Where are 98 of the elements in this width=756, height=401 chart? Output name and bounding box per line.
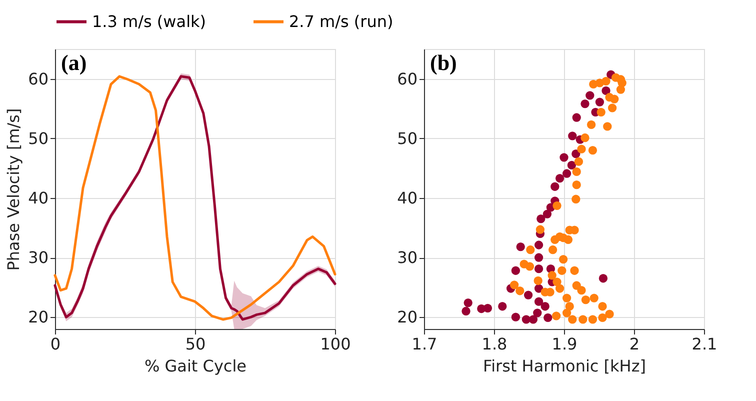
point [568, 315, 577, 324]
point [510, 280, 519, 290]
point [552, 312, 561, 320]
legend-label: 1.3 m/s (walk) [92, 12, 206, 31]
point [562, 294, 572, 302]
point [608, 104, 617, 112]
point [605, 310, 614, 318]
point [548, 245, 558, 254]
point [602, 86, 610, 96]
annotation: (a) [61, 50, 87, 75]
point [588, 146, 598, 155]
y-tick-label: 60 [28, 69, 48, 88]
point [605, 92, 614, 102]
point [572, 150, 580, 158]
point [550, 182, 560, 191]
point [562, 169, 572, 178]
point [588, 315, 598, 324]
y-tick-label: 20 [28, 308, 48, 327]
point [560, 153, 568, 162]
y-axis-title: Phase Velocity [m/s] [4, 108, 24, 271]
point [525, 262, 534, 271]
point [595, 98, 604, 106]
x-tick-label: 1.8 [482, 334, 508, 354]
point [511, 312, 520, 322]
point [462, 306, 470, 316]
point [516, 242, 525, 252]
point [516, 286, 524, 296]
x-tick-label: 2 [629, 334, 640, 354]
point [598, 302, 607, 311]
point [511, 266, 520, 275]
point [572, 113, 581, 122]
x-tick-label: 50 [185, 334, 206, 354]
point [616, 85, 626, 94]
point [570, 266, 579, 275]
point [548, 271, 556, 280]
y-tick-label: 30 [28, 248, 48, 268]
point [598, 274, 608, 283]
point [581, 295, 590, 304]
point [603, 122, 612, 131]
point [542, 210, 552, 218]
point [558, 266, 566, 275]
point [552, 201, 562, 210]
point [534, 276, 542, 286]
x-axis-title: % Gait Cycle [144, 356, 247, 376]
point [555, 284, 564, 293]
point [598, 313, 607, 322]
legend-label: 2.7 m/s (run) [289, 12, 394, 31]
point [572, 167, 581, 176]
point [577, 286, 586, 295]
y-tick-label: 20 [397, 308, 418, 327]
point [558, 254, 568, 264]
point [565, 302, 574, 311]
point [544, 313, 552, 322]
point [586, 120, 596, 129]
x-tick-label: 100 [320, 334, 351, 354]
x-tick-label: 2.1 [692, 334, 718, 354]
point [580, 133, 590, 142]
y-tick-label: 30 [397, 248, 418, 268]
point [596, 108, 606, 116]
point [526, 245, 535, 254]
point [534, 240, 544, 250]
point [577, 144, 586, 154]
y-tick-label: 40 [28, 188, 48, 208]
point [528, 315, 538, 324]
point [572, 180, 581, 190]
point [534, 253, 544, 262]
point [534, 264, 544, 274]
point [574, 157, 584, 166]
y-tick-label: 40 [397, 188, 418, 208]
point [533, 308, 542, 318]
point [498, 302, 507, 311]
point [552, 278, 562, 286]
point [540, 302, 550, 311]
point [568, 132, 577, 140]
point [536, 214, 546, 224]
point [578, 315, 588, 324]
point [586, 91, 594, 100]
y-tick-label: 60 [397, 69, 418, 88]
y-tick-label: 50 [397, 128, 418, 148]
point [483, 304, 492, 312]
point [534, 297, 544, 306]
point [555, 174, 564, 183]
annotation: (b) [430, 50, 457, 75]
point [562, 308, 572, 318]
point [572, 194, 580, 204]
y-tick-label: 50 [28, 128, 48, 148]
point [590, 294, 598, 302]
point [564, 235, 573, 244]
point [536, 225, 545, 234]
point [464, 298, 472, 308]
point [580, 99, 590, 108]
x-tick-label: 1.7 [412, 334, 438, 354]
x-tick-label: 0 [50, 334, 61, 354]
x-axis-title: First Harmonic [kHz] [483, 356, 646, 376]
point [567, 160, 576, 170]
point [524, 290, 533, 300]
x-tick-label: 1.9 [552, 334, 578, 354]
point [602, 76, 610, 86]
